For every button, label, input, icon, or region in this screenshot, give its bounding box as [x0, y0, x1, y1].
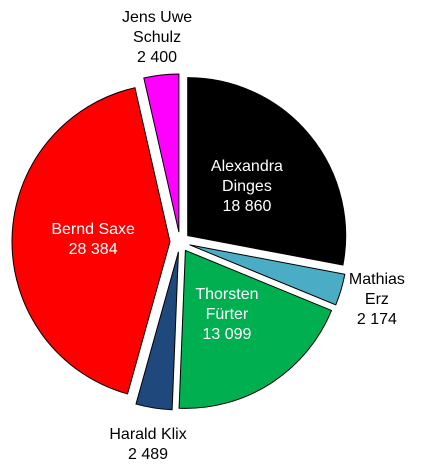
slice-category: Harald Klix — [109, 425, 187, 443]
slice-category: Jens Uwe Schulz — [121, 8, 193, 46]
slice-label: Bernd Saxe 28 384 — [38, 220, 148, 260]
slice-category: Alexandra Dinges — [210, 157, 283, 195]
pie-slice — [11, 87, 171, 395]
slice-label: Thorsten Fürter 13 099 — [177, 285, 277, 345]
slice-value: 13 099 — [202, 326, 252, 344]
slice-value: 28 384 — [68, 240, 118, 258]
slice-category: Bernd Saxe — [51, 220, 135, 238]
pie-slice — [178, 249, 333, 409]
pie-slice — [135, 251, 179, 411]
slice-label: Mathias Erz 2 174 — [342, 270, 412, 330]
slice-label: Alexandra Dinges 18 860 — [192, 157, 302, 217]
slice-category: Mathias Erz — [348, 271, 405, 309]
slice-label: Harald Klix 2 489 — [98, 425, 198, 465]
slice-value: 2 489 — [128, 445, 169, 463]
slice-category: Thorsten Fürter — [195, 286, 259, 324]
slice-label: Jens Uwe Schulz 2 400 — [117, 8, 197, 68]
pie-slice — [189, 244, 346, 306]
pie-slice — [187, 77, 347, 266]
slice-value: 2 174 — [356, 311, 397, 329]
slice-value: 18 860 — [222, 197, 272, 215]
slice-value: 2 400 — [137, 48, 178, 66]
pie-slice — [143, 73, 180, 233]
